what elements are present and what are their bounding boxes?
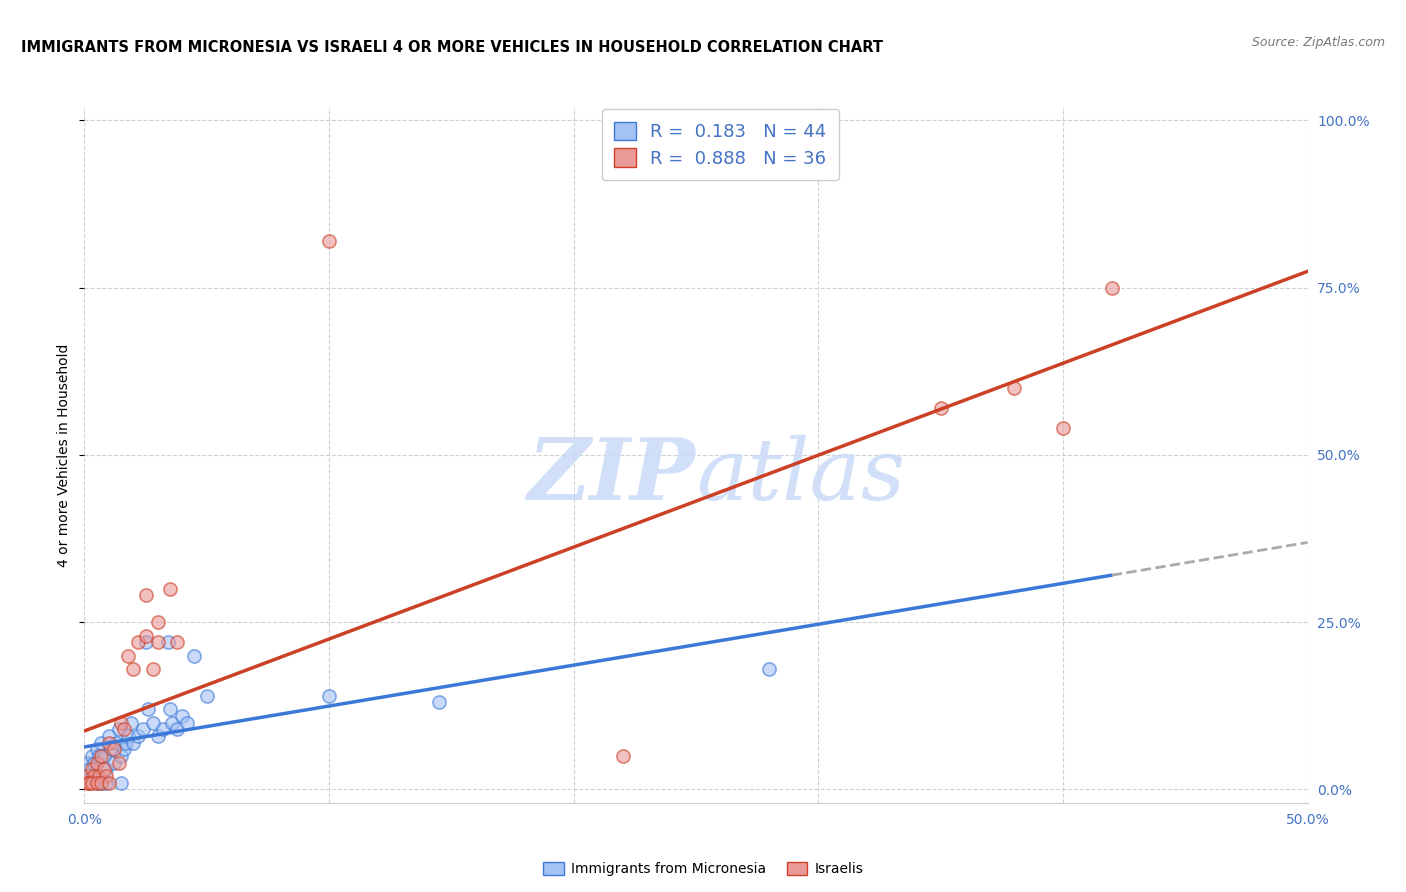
Point [117, 648, 139, 663]
Point [127, 635, 149, 649]
Text: ZIP: ZIP [529, 434, 696, 517]
Point [96, 776, 118, 790]
Point [166, 723, 188, 737]
Point [132, 723, 155, 737]
Point [166, 635, 188, 649]
Point [90, 749, 112, 764]
Point [135, 628, 157, 642]
Point [77, 762, 100, 776]
Point [176, 715, 198, 730]
Point [76, 769, 98, 783]
Point [172, 708, 194, 723]
Point [86, 742, 108, 756]
Point [318, 689, 340, 703]
Point [100, 742, 122, 756]
Point [929, 401, 952, 416]
Point [105, 735, 128, 749]
Point [1101, 281, 1123, 295]
Point [115, 735, 138, 749]
Point [90, 735, 112, 749]
Point [159, 702, 181, 716]
Point [612, 749, 634, 764]
Point [107, 723, 129, 737]
Point [90, 776, 112, 790]
Point [83, 769, 105, 783]
Point [112, 742, 135, 756]
Point [146, 635, 169, 649]
Point [162, 715, 184, 730]
Point [318, 234, 340, 248]
Point [87, 769, 110, 783]
Point [136, 702, 159, 716]
Point [83, 756, 105, 770]
Point [146, 729, 169, 743]
Point [152, 723, 174, 737]
Point [135, 589, 157, 603]
Point [96, 769, 118, 783]
Point [80, 749, 103, 764]
Point [86, 776, 108, 790]
Point [86, 769, 108, 783]
Point [159, 582, 181, 596]
Point [86, 756, 108, 770]
Point [146, 615, 169, 630]
Point [97, 776, 120, 790]
Y-axis label: 4 or more Vehicles in Household: 4 or more Vehicles in Household [58, 343, 72, 566]
Point [77, 776, 100, 790]
Point [107, 756, 129, 770]
Legend: Immigrants from Micronesia, Israelis: Immigrants from Micronesia, Israelis [538, 858, 868, 880]
Point [127, 729, 149, 743]
Point [122, 735, 145, 749]
Point [122, 662, 145, 676]
Point [97, 729, 120, 743]
Point [96, 762, 118, 776]
Point [1002, 381, 1025, 395]
Point [86, 776, 108, 790]
Point [80, 762, 103, 776]
Point [76, 756, 98, 770]
Point [103, 756, 125, 770]
Point [142, 715, 165, 730]
Point [427, 696, 450, 710]
Point [80, 769, 103, 783]
Point [77, 776, 100, 790]
Point [142, 662, 165, 676]
Point [183, 648, 205, 663]
Text: IMMIGRANTS FROM MICRONESIA VS ISRAELI 4 OR MORE VEHICLES IN HOUSEHOLD CORRELATIO: IMMIGRANTS FROM MICRONESIA VS ISRAELI 4 … [21, 40, 883, 55]
Point [135, 635, 157, 649]
Point [112, 723, 135, 737]
Point [103, 742, 125, 756]
Point [1052, 421, 1074, 435]
Text: atlas: atlas [696, 434, 905, 517]
Point [117, 729, 139, 743]
Point [93, 762, 115, 776]
Point [110, 749, 132, 764]
Point [76, 776, 98, 790]
Point [80, 776, 103, 790]
Point [97, 735, 120, 749]
Text: Source: ZipAtlas.com: Source: ZipAtlas.com [1251, 36, 1385, 49]
Point [110, 776, 132, 790]
Point [90, 776, 112, 790]
Point [93, 749, 115, 764]
Legend: R =  0.183   N = 44, R =  0.888   N = 36: R = 0.183 N = 44, R = 0.888 N = 36 [602, 109, 839, 180]
Point [110, 715, 132, 730]
Point [87, 749, 110, 764]
Point [156, 635, 179, 649]
Point [195, 689, 218, 703]
Point [758, 662, 780, 676]
Point [120, 715, 142, 730]
